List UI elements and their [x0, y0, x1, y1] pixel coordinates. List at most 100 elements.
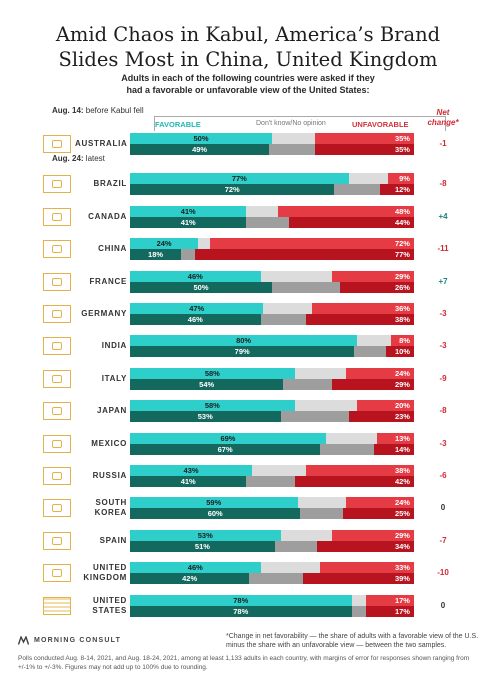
bar-before: 58% 20% — [130, 400, 414, 412]
bar-latest: 72% 12% — [130, 184, 414, 196]
data-label-favorable: 46% — [187, 563, 203, 573]
bar-segment-dont-know — [300, 508, 343, 520]
data-label-favorable: 54% — [199, 379, 215, 389]
legend-favorable: FAVORABLE — [155, 120, 201, 129]
data-label-favorable: 49% — [192, 145, 208, 154]
flag-icon — [43, 434, 71, 453]
data-label-unfavorable: 10% — [394, 347, 410, 357]
period-latest-label: Aug. 24: latest — [52, 154, 105, 163]
chart-title: Amid Chaos in Kabul, America’s Brand Sli… — [0, 22, 496, 72]
flag-emblem-icon — [52, 180, 62, 189]
bar-segment-dont-know — [334, 184, 380, 196]
data-label-unfavorable: 17% — [394, 606, 410, 616]
country-label-line: KINGDOM — [83, 573, 127, 583]
net-change-value: +4 — [438, 211, 448, 221]
data-label-favorable: 72% — [224, 185, 240, 195]
net-change-value: 0 — [440, 600, 446, 610]
bar-segment-favorable: 72% — [130, 184, 335, 196]
country-label-line: INDIA — [101, 341, 127, 351]
bar-segment-unfavorable: 12% — [379, 184, 414, 196]
country-label-line: SPAIN — [99, 535, 127, 545]
data-label-favorable: 59% — [206, 498, 222, 508]
data-label-favorable: 77% — [231, 174, 247, 184]
bar-segment-favorable: 47% — [130, 303, 264, 314]
bar-segment-unfavorable: 44% — [289, 216, 414, 228]
data-label-unfavorable: 35% — [394, 145, 410, 154]
data-label-favorable: 50% — [193, 282, 209, 292]
flag-emblem-icon — [52, 342, 62, 351]
bar-segment-favorable: 79% — [130, 346, 355, 358]
bar-segment-dont-know — [260, 270, 332, 282]
data-label-unfavorable: 39% — [394, 574, 410, 584]
flag-icon — [43, 402, 71, 421]
bar-segment-unfavorable: 24% — [345, 367, 414, 379]
net-change-value: -1 — [439, 139, 447, 148]
bar-segment-favorable: 58% — [130, 400, 295, 412]
bar-latest: 67% 14% — [130, 443, 414, 455]
data-label-unfavorable: 36% — [394, 304, 410, 313]
country-label: ITALY — [75, 374, 127, 384]
country-label-line: RUSSIA — [92, 471, 127, 480]
country-label-line: JAPAN — [96, 406, 127, 416]
country-label-line: MEXICO — [91, 438, 127, 448]
bar-segment-unfavorable: 23% — [348, 411, 414, 423]
flag-icon — [43, 272, 71, 291]
bar-segment-unfavorable: 38% — [306, 465, 414, 476]
brand-logo: MORNING CONSULT — [18, 636, 121, 645]
flag-icon — [43, 135, 71, 153]
flag-icon — [43, 207, 71, 226]
bar-segment-unfavorable: 17% — [365, 605, 414, 617]
bar-segment-favorable: 58% — [130, 367, 295, 379]
country-label-line: FRANCE — [89, 276, 127, 286]
bar-segment-favorable: 69% — [130, 432, 326, 444]
data-label-favorable: 41% — [180, 206, 196, 216]
net-change-value: -3 — [439, 309, 447, 318]
bar-before: 77% 9% — [130, 173, 414, 185]
bar-segment-favorable: 67% — [130, 443, 321, 455]
flag-icon — [43, 499, 71, 518]
legend-bracket — [154, 116, 446, 131]
footnote-change: *Change in net favorability — the share … — [226, 633, 479, 649]
bar-segment-favorable: 54% — [130, 378, 284, 390]
data-label-unfavorable: 14% — [394, 444, 410, 454]
bar-segment-dont-know — [274, 540, 318, 552]
flag-emblem-icon — [52, 536, 62, 545]
net-change-value: -8 — [439, 406, 447, 416]
flag-emblem-icon — [52, 439, 62, 448]
data-label-unfavorable: 23% — [394, 412, 410, 422]
bar-segment-unfavorable: 35% — [314, 144, 414, 155]
bar-before: 80% 8% — [130, 335, 414, 347]
bar-latest: 49% 35% — [130, 144, 414, 155]
country-label: FRANCE — [75, 277, 127, 287]
data-label-unfavorable: 77% — [394, 250, 410, 260]
bar-segment-dont-know — [325, 432, 378, 444]
country-label: MEXICO — [75, 439, 127, 449]
data-label-unfavorable: 34% — [394, 541, 410, 551]
bar-segment-dont-know — [260, 314, 307, 325]
bar-segment-favorable: 41% — [130, 205, 247, 217]
data-label-unfavorable: 9% — [399, 174, 410, 184]
flag-icon — [43, 305, 71, 323]
bar-segment-favorable: 46% — [130, 314, 261, 325]
country-label: SPAIN — [75, 536, 127, 546]
bar-segment-unfavorable: 33% — [320, 562, 414, 574]
bar-before: 50% 35% — [130, 133, 414, 144]
data-label-favorable: 79% — [234, 347, 250, 357]
bar-segment-favorable: 78% — [130, 605, 352, 617]
net-change-value: 0 — [440, 503, 446, 513]
data-label-unfavorable: 72% — [394, 239, 410, 249]
bar-latest: 18% 77% — [130, 249, 414, 261]
flag-icon — [43, 467, 71, 485]
bar-segment-unfavorable: 20% — [357, 400, 414, 412]
brand-name: MORNING CONSULT — [34, 637, 122, 644]
chart-subtitle: Adults in each of the following countrie… — [0, 73, 496, 96]
bar-before: 53% 29% — [130, 529, 414, 541]
flag-emblem-icon — [52, 374, 62, 383]
bar-segment-unfavorable: 29% — [331, 529, 414, 541]
data-label-unfavorable: 48% — [394, 206, 410, 216]
period-latest-text: latest — [83, 154, 105, 163]
bar-before: 46% 29% — [130, 270, 414, 282]
period-latest-date: Aug. 24: — [52, 154, 84, 163]
bar-segment-dont-know — [263, 303, 312, 314]
flag-icon — [43, 564, 71, 583]
